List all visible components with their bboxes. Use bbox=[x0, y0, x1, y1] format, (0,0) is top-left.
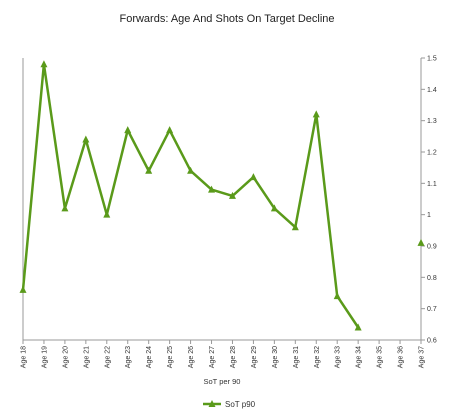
y-tick-label: 0.7 bbox=[427, 306, 437, 313]
data-point bbox=[249, 173, 257, 181]
data-point bbox=[187, 166, 195, 174]
plot-area: 0.6 0.7 0.8 0.9 1 1.1 1.2 1.3 1.4 1.5 Age 18 Age 19… bbox=[19, 56, 437, 368]
data-point bbox=[228, 191, 236, 199]
chart-title: Forwards: Age And Shots On Target Declin… bbox=[119, 13, 334, 25]
data-point bbox=[82, 135, 90, 143]
x-tick-label: Age 20 bbox=[62, 346, 69, 368]
x-tick-label: Age 29 bbox=[251, 346, 258, 368]
data-point bbox=[124, 126, 132, 134]
x-tick-label: Age 30 bbox=[272, 346, 279, 368]
x-tick-label: Age 21 bbox=[83, 346, 90, 368]
data-point bbox=[40, 60, 48, 68]
y-tick-label: 1.1 bbox=[427, 181, 437, 188]
x-tick-label: Age 25 bbox=[167, 346, 174, 368]
series-line bbox=[21, 63, 360, 329]
x-axis-label: SoT per 90 bbox=[204, 377, 241, 386]
legend-label: SoT p90 bbox=[225, 400, 256, 409]
x-tick-label: Age 18 bbox=[21, 346, 28, 368]
legend: SoT p90 bbox=[203, 400, 256, 409]
x-tick-label: Age 22 bbox=[104, 346, 111, 368]
data-point bbox=[208, 185, 216, 193]
x-tick-label: Age 33 bbox=[335, 346, 342, 368]
x-tick-label: Age 24 bbox=[146, 346, 153, 368]
y-tick-label: 1.2 bbox=[427, 150, 437, 157]
data-point bbox=[103, 210, 111, 218]
x-tick-label: Age 23 bbox=[125, 346, 132, 368]
x-tick-label: Age 27 bbox=[209, 346, 216, 368]
data-point bbox=[312, 110, 320, 118]
x-tick-label: Age 36 bbox=[398, 346, 405, 368]
data-point bbox=[61, 204, 69, 212]
x-tick-label: Age 35 bbox=[377, 346, 384, 368]
x-tick-label: Age 28 bbox=[230, 346, 237, 368]
data-point bbox=[291, 223, 299, 231]
y-tick-label: 0.8 bbox=[427, 275, 437, 282]
y-tick-label: 1 bbox=[427, 212, 431, 219]
data-point bbox=[145, 166, 153, 174]
y-tick-label: 1.5 bbox=[427, 56, 437, 63]
y-tick-label: 0.9 bbox=[427, 244, 437, 251]
data-point bbox=[354, 323, 362, 331]
data-point bbox=[417, 238, 425, 246]
y-tick-label: 1.4 bbox=[427, 87, 437, 94]
y-tick-label: 1.3 bbox=[427, 118, 437, 125]
x-tick-label: Age 37 bbox=[419, 346, 426, 368]
y-tick-label: 0.6 bbox=[427, 338, 437, 345]
x-tick-label: Age 32 bbox=[314, 346, 321, 368]
data-point bbox=[270, 204, 278, 212]
data-point bbox=[166, 126, 174, 134]
x-tick-label: Age 31 bbox=[293, 346, 300, 368]
data-point bbox=[19, 285, 27, 293]
x-tick-label: Age 26 bbox=[188, 346, 195, 368]
x-tick-label: Age 19 bbox=[41, 346, 48, 368]
legend-swatch-marker bbox=[208, 400, 216, 407]
x-tick-label: Age 34 bbox=[356, 346, 363, 368]
data-point bbox=[333, 292, 341, 300]
